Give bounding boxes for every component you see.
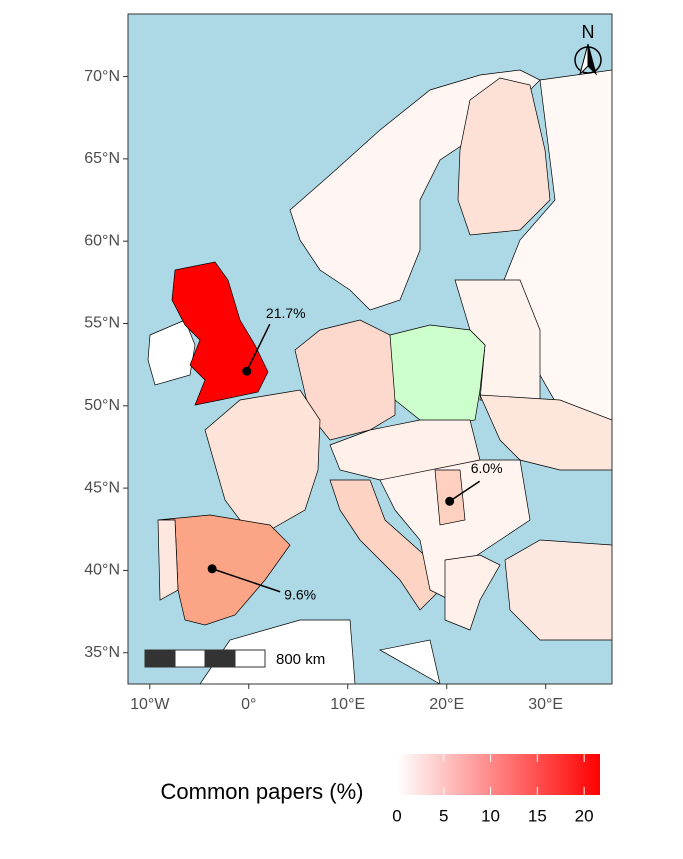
country: [379, 639, 441, 684]
point: [207, 564, 217, 574]
x-tick-label: 10°W: [130, 696, 170, 713]
annotation-line: [449, 480, 481, 502]
country: [504, 539, 612, 641]
north-label: N: [582, 22, 595, 42]
country: [444, 554, 501, 631]
legend-title: Common papers (%): [161, 779, 364, 804]
y-tick-label: 45°N: [84, 479, 120, 496]
scale-label: 800 km: [276, 651, 325, 668]
colorbar-label: 15: [528, 806, 547, 825]
scale-segment: [204, 649, 236, 668]
y-tick-label: 65°N: [84, 150, 120, 167]
north-half: [587, 43, 597, 76]
colorbar-label: 20: [575, 806, 594, 825]
x-tick-label: 0°: [241, 696, 256, 713]
y-tick-label: 50°N: [84, 397, 120, 414]
x-tick-label: 20°E: [429, 696, 464, 713]
country: [457, 77, 551, 236]
scale-segment: [174, 649, 206, 668]
country: [199, 619, 356, 684]
north-arrow: N: [574, 22, 602, 76]
y-tick-label: 55°N: [84, 315, 120, 332]
colorbar-label: 10: [481, 806, 500, 825]
country: [479, 394, 612, 471]
scale-segment: [144, 649, 176, 668]
scale-bar: 800 km: [144, 649, 325, 668]
panel-border: [127, 13, 613, 685]
colorbar: [397, 754, 600, 795]
country: [157, 519, 179, 601]
countries: [147, 69, 612, 684]
x-tick-label: 30°E: [528, 696, 563, 713]
colorbar-label: 5: [439, 806, 448, 825]
y-tick-label: 70°N: [84, 68, 120, 85]
country: [204, 389, 321, 531]
y-tick-label: 35°N: [84, 644, 120, 661]
country: [389, 324, 486, 426]
scale-segment: [234, 649, 266, 668]
value-label: 21.7%: [266, 305, 306, 321]
y-tick-label: 40°N: [84, 562, 120, 579]
annotation-line: [211, 568, 281, 593]
x-tick-label: 10°E: [330, 696, 365, 713]
country: [329, 479, 441, 611]
value-label: 6.0%: [471, 460, 503, 476]
point: [445, 496, 455, 506]
value-label: 9.6%: [284, 586, 316, 602]
annotation-line: [246, 323, 271, 372]
colorbar-label: 0: [392, 806, 401, 825]
point: [242, 366, 252, 376]
y-tick-label: 60°N: [84, 232, 120, 249]
